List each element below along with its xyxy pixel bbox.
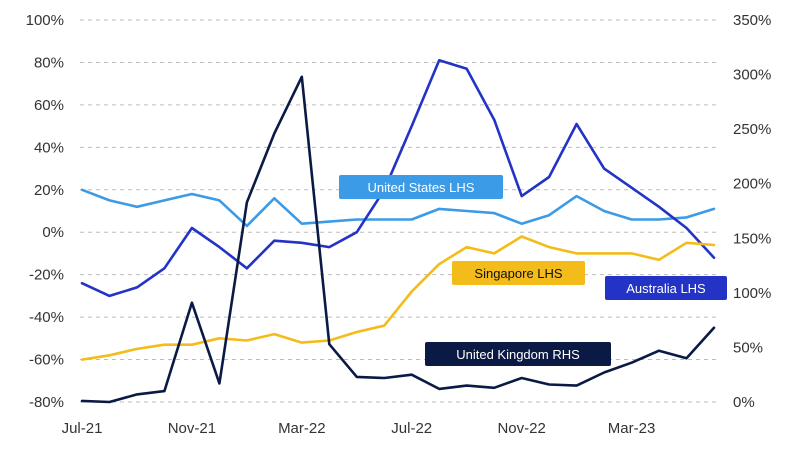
- left-tick-label: -80%: [29, 394, 64, 411]
- x-axis: Jul-21 Nov-21 Mar-22 Jul-22 Nov-22 Mar-23: [62, 420, 656, 437]
- right-tick-label: 300%: [733, 67, 771, 84]
- left-axis: 100% 80% 60% 40% 20% 0% -20% -40% -60% -80%: [26, 12, 64, 411]
- series-line-singapore-lhs: [80, 235, 716, 361]
- right-tick-label: 350%: [733, 12, 771, 29]
- legend-label: Australia LHS: [626, 281, 706, 296]
- legend-item-singapore-lhs: Singapore LHS: [452, 261, 585, 285]
- legend-box: [339, 175, 503, 199]
- legend-label: United States LHS: [368, 180, 475, 195]
- legend-item-united-kingdom-rhs: United Kingdom RHS: [425, 342, 611, 366]
- left-tick-label: 100%: [26, 12, 64, 29]
- legend-box: [452, 261, 585, 285]
- right-tick-label: 250%: [733, 121, 771, 138]
- left-tick-label: 80%: [34, 54, 64, 71]
- legend: United States LHS Singapore LHS Australia …: [339, 175, 727, 366]
- x-tick-label: Jul-22: [391, 420, 432, 437]
- legend-box: [425, 342, 611, 366]
- legend-label: Singapore LHS: [474, 266, 562, 281]
- series-line-united-states-lhs: [80, 188, 716, 228]
- legend-item-australia-lhs: Australia LHS: [605, 276, 727, 300]
- left-tick-label: -20%: [29, 267, 64, 284]
- left-tick-label: 20%: [34, 182, 64, 199]
- x-tick-label: Mar-23: [608, 420, 656, 437]
- legend-item-united-states-lhs: United States LHS: [339, 175, 503, 199]
- left-tick-label: -60%: [29, 352, 64, 369]
- right-tick-label: 100%: [733, 285, 771, 302]
- right-tick-label: 150%: [733, 230, 771, 247]
- legend-box: [605, 276, 727, 300]
- left-tick-label: 40%: [34, 139, 64, 156]
- series-lines: [80, 58, 716, 404]
- x-tick-label: Mar-22: [278, 420, 326, 437]
- left-tick-label: 60%: [34, 97, 64, 114]
- right-tick-label: 200%: [733, 176, 771, 193]
- x-tick-label: Nov-21: [168, 420, 216, 437]
- series-line-united-kingdom-rhs: [80, 75, 716, 404]
- x-tick-label: Nov-22: [497, 420, 545, 437]
- left-tick-label: -40%: [29, 309, 64, 326]
- right-tick-label: 0%: [733, 394, 755, 411]
- left-tick-label: 0%: [42, 224, 64, 241]
- x-tick-label: Jul-21: [62, 420, 103, 437]
- right-tick-label: 50%: [733, 339, 763, 356]
- legend-label: United Kingdom RHS: [456, 347, 580, 362]
- grid: [80, 19, 716, 403]
- right-axis: 350% 300% 250% 200% 150% 100% 50% 0%: [733, 12, 771, 411]
- series-line-australia-lhs: [80, 58, 716, 298]
